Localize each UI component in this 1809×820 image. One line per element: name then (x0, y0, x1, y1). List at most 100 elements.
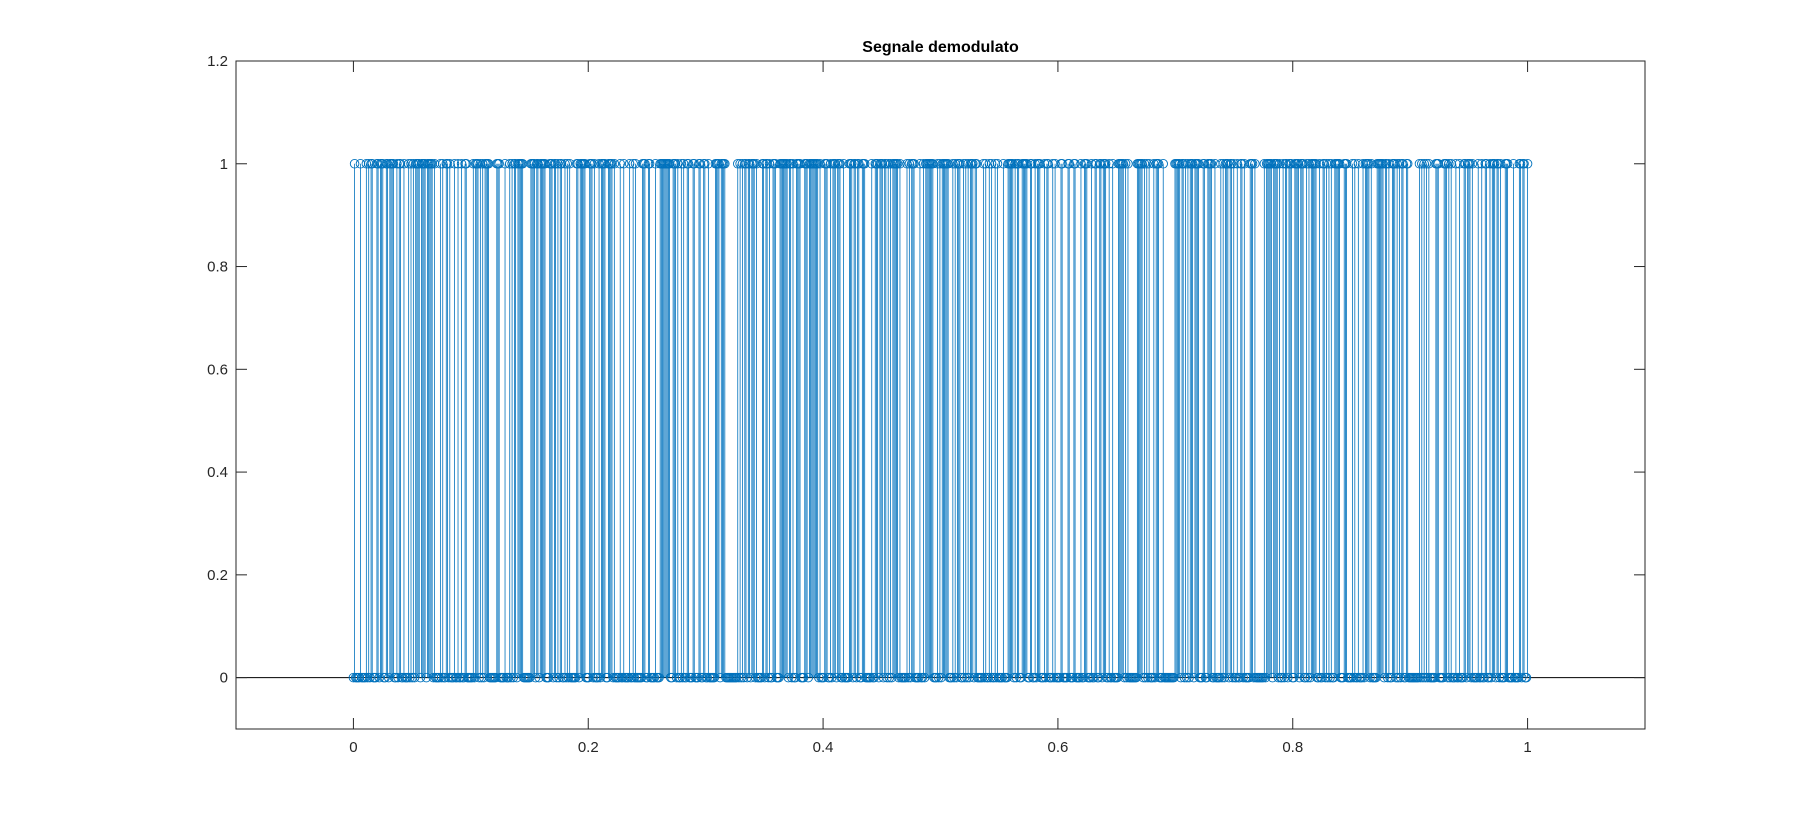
stem-marker (600, 159, 610, 169)
stem-marker (1421, 159, 1432, 169)
stem-marker (1232, 159, 1243, 169)
stem-marker (1378, 159, 1388, 169)
stem-marker (1258, 672, 1268, 683)
stem-marker (1273, 672, 1284, 683)
stem-marker (689, 159, 700, 169)
stem-marker (1049, 672, 1059, 683)
stem-marker (1024, 672, 1034, 683)
stem-marker (1180, 159, 1191, 169)
stem-marker (1259, 159, 1270, 169)
stem-marker (388, 159, 399, 169)
stem-marker (1179, 672, 1190, 683)
stem-marker (948, 159, 958, 169)
stem-marker (933, 672, 944, 683)
stem-marker (1413, 672, 1424, 683)
stem-marker (847, 159, 857, 169)
stem-marker (788, 159, 798, 169)
stem-marker (968, 159, 978, 169)
stem-marker (468, 159, 479, 169)
stem-marker (1076, 159, 1086, 169)
stem-marker (437, 159, 448, 169)
y-tick-label: 0 (220, 670, 228, 687)
stem-marker (434, 672, 444, 683)
stem-marker (1460, 159, 1471, 169)
stem-marker (1398, 159, 1408, 169)
stem-marker (1472, 672, 1482, 683)
stem-marker (1479, 672, 1489, 683)
stem-marker (1008, 159, 1018, 169)
stem-marker (1352, 672, 1362, 683)
stem-marker (402, 672, 413, 683)
stem-marker (750, 672, 761, 683)
stem-marker (1009, 672, 1019, 683)
stem-marker (1300, 672, 1311, 683)
stem-marker (1106, 672, 1117, 683)
stem-marker (1064, 159, 1074, 169)
stem-marker (1379, 672, 1389, 683)
stem-marker (814, 672, 824, 683)
stem-marker (1444, 159, 1454, 169)
stem-marker (552, 672, 562, 683)
stem-marker (594, 159, 604, 169)
stem-marker (649, 672, 660, 683)
stem-marker (1323, 672, 1333, 683)
stem-marker (1402, 159, 1413, 169)
stem-marker (421, 672, 432, 683)
stem-marker (469, 672, 480, 683)
stem-marker (751, 159, 762, 169)
stem-marker (798, 672, 809, 683)
stem-marker (756, 672, 767, 683)
stem-marker (580, 159, 590, 169)
stem-marker (787, 672, 797, 683)
stem-marker (1442, 672, 1453, 683)
stem-marker (1011, 672, 1022, 683)
stem-marker (392, 159, 402, 169)
stem-marker (628, 159, 638, 169)
stem-marker (448, 672, 459, 683)
stem-marker (914, 672, 924, 683)
stem-marker (361, 159, 372, 169)
stem-marker (904, 159, 915, 169)
stem-marker (882, 672, 892, 683)
stem-marker (902, 159, 912, 169)
stem-marker (1277, 672, 1287, 683)
stem-marker (859, 159, 870, 169)
stem-marker (1419, 159, 1429, 169)
stem-marker (1415, 672, 1426, 683)
stem-marker (1274, 159, 1285, 169)
stem-marker (1184, 672, 1194, 683)
stem-marker (609, 159, 620, 169)
stem-marker (1414, 159, 1425, 169)
stem-marker (644, 159, 655, 169)
stem-marker (510, 159, 521, 169)
stem-marker (618, 159, 629, 169)
stem-marker (461, 159, 471, 169)
stem-marker (374, 672, 385, 683)
y-tick-label: 1 (220, 156, 228, 173)
stem-marker (1193, 159, 1204, 169)
x-tick-label: 0 (349, 739, 357, 756)
stem-marker (1303, 672, 1313, 683)
stem-marker (758, 159, 769, 169)
stem-marker (1118, 159, 1129, 169)
stem-marker (824, 672, 835, 683)
stem-marker (1250, 159, 1260, 169)
stem-marker (1484, 672, 1494, 683)
stem-marker (736, 672, 747, 683)
stem-marker (1519, 159, 1529, 169)
stem-marker (714, 159, 724, 169)
stem-marker (931, 672, 942, 683)
stem-marker (1489, 159, 1500, 169)
stem-marker (540, 159, 550, 169)
stem-marker (595, 672, 605, 683)
stem-marker (943, 159, 953, 169)
stem-marker (1507, 672, 1518, 683)
stem-marker (1522, 159, 1533, 169)
stem-marker (676, 159, 687, 169)
stem-marker (642, 672, 653, 683)
x-tick-label: 1 (1523, 739, 1531, 756)
stem-marker (1143, 672, 1153, 683)
stem-marker (827, 672, 837, 683)
stem-marker (986, 159, 997, 169)
stem-marker (1216, 159, 1226, 169)
